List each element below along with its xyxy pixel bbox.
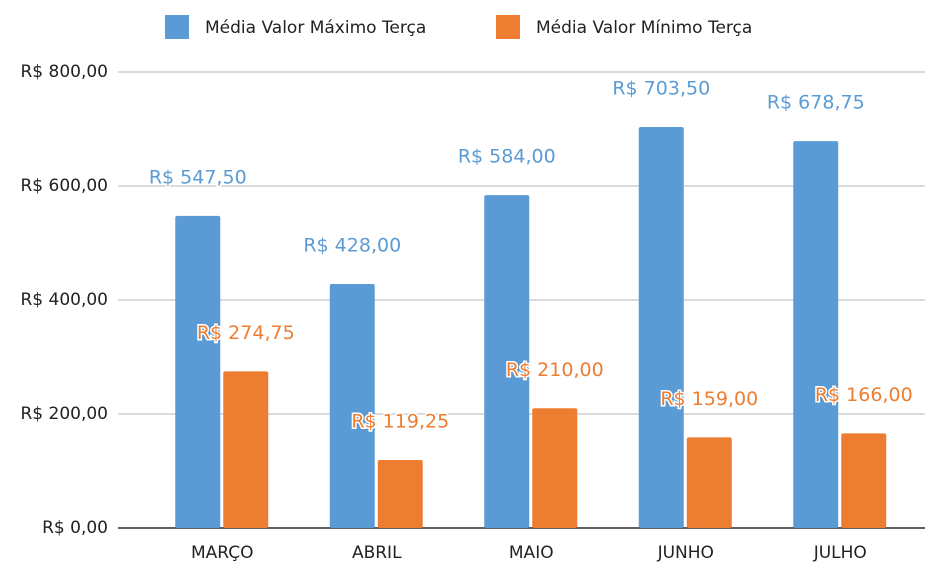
value-label: R$ 584,00 (458, 146, 556, 168)
bar (532, 408, 578, 528)
bar (377, 460, 423, 528)
bar (484, 195, 530, 528)
legend-swatch (165, 15, 189, 39)
value-label: R$ 210,00 (506, 359, 604, 381)
legend-label: Média Valor Máximo Terça (205, 18, 426, 38)
x-tick-label: JUNHO (657, 543, 714, 563)
x-tick-label: JULHO (813, 543, 867, 563)
y-tick-label: R$ 600,00 (20, 176, 108, 196)
x-tick-label: ABRIL (352, 543, 402, 563)
value-label: R$ 159,00 (660, 388, 758, 410)
value-label: R$ 703,50 (612, 78, 710, 100)
y-tick-label: R$ 200,00 (20, 404, 108, 424)
bar (223, 371, 269, 528)
value-label: R$ 428,00 (303, 235, 401, 257)
x-tick-label: MARÇO (191, 543, 254, 563)
value-label: R$ 119,25 (351, 411, 449, 433)
y-tick-label: R$ 0,00 (42, 518, 108, 538)
bar (329, 284, 375, 528)
bar (175, 215, 221, 529)
bar (638, 127, 684, 528)
value-label: R$ 274,75 (197, 322, 295, 344)
bar (841, 433, 887, 528)
y-tick-label: R$ 800,00 (20, 62, 108, 82)
bar (793, 141, 839, 529)
value-label: R$ 547,50 (149, 166, 247, 188)
value-label: R$ 166,00 (815, 384, 913, 406)
legend-swatch (496, 15, 520, 39)
x-tick-label: MAIO (509, 543, 554, 563)
bar (686, 437, 732, 528)
y-tick-label: R$ 400,00 (20, 290, 108, 310)
value-label: R$ 678,75 (767, 92, 865, 114)
legend-label: Média Valor Mínimo Terça (536, 18, 752, 38)
